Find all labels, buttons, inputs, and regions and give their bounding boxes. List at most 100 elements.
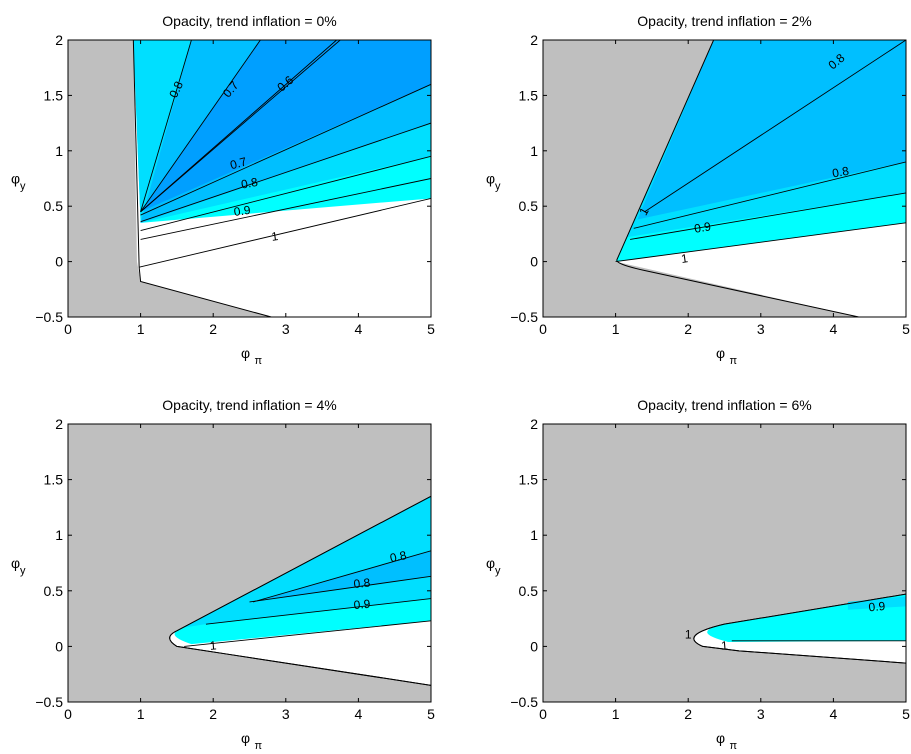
contour-line-0.8 — [253, 550, 431, 603]
y-tick-label: −0.5 — [510, 694, 538, 710]
plot-area: 0.8 0.8 0.9 1 — [68, 424, 431, 702]
chart-title: Opacity, trend inflation = 6% — [637, 397, 811, 413]
y-tick-label: 1 — [530, 143, 538, 159]
panel-1: 0.8 0.7 0.60.70.80.910 1 2 3 4 5−0.500.511.52Op… — [11, 13, 435, 367]
x-axis-label-subscript: π — [730, 740, 738, 752]
plot-area: 0.8 0.7 0.60.70.80.91 — [68, 40, 431, 317]
contour-label: 0.9 — [868, 599, 886, 614]
x-axis-label: φ — [716, 730, 725, 746]
y-axis-label-subscript: y — [495, 565, 501, 577]
region-boundary — [616, 40, 859, 317]
x-tick-label: 2 — [684, 706, 692, 722]
region-level-0.6 — [140, 40, 431, 212]
y-tick-label: 0.5 — [44, 198, 64, 214]
x-tick-label: 3 — [282, 321, 290, 337]
y-tick-label: 1.5 — [44, 87, 64, 103]
x-tick-label: 3 — [757, 321, 765, 337]
axes-box — [67, 39, 432, 318]
y-tick-label: 2 — [530, 416, 538, 432]
x-tick-label: 4 — [830, 706, 838, 722]
x-tick-label: 1 — [612, 321, 620, 337]
chart-title: Opacity, trend inflation = 2% — [637, 13, 811, 29]
region-boundary — [132, 40, 272, 317]
contour-line-0.7 — [140, 40, 261, 212]
y-tick-label: 0 — [55, 254, 63, 270]
y-tick-label: 1 — [55, 527, 63, 543]
indeterminate-region — [543, 424, 906, 702]
x-tick-label: 2 — [209, 706, 217, 722]
contour-line-0.9 — [140, 155, 431, 232]
y-tick-label: 2 — [530, 32, 538, 48]
y-tick-label: 1.5 — [519, 87, 539, 103]
x-tick-label: 0 — [64, 321, 72, 337]
x-tick-label: 3 — [282, 706, 290, 722]
contour-label: 1 — [685, 627, 692, 641]
contour-label: 0.9 — [693, 219, 712, 236]
contour-line-0.8 — [140, 122, 431, 223]
y-tick-label: 1.5 — [519, 472, 539, 488]
x-tick-label: 2 — [209, 321, 217, 337]
x-tick-label: 1 — [137, 321, 145, 337]
x-tick-label: 2 — [684, 321, 692, 337]
contour-line-1 — [184, 620, 431, 647]
contour-label: 0.8 — [389, 548, 409, 565]
y-tick-label: −0.5 — [35, 309, 63, 325]
y-tick-label: −0.5 — [510, 309, 538, 325]
x-tick-label: 4 — [355, 321, 363, 337]
contour-line-1 — [139, 198, 431, 268]
x-tick-label: 5 — [427, 706, 435, 722]
x-tick-label: 5 — [902, 706, 910, 722]
x-tick-label: 4 — [355, 706, 363, 722]
y-tick-label: −0.5 — [35, 694, 63, 710]
region-level-0.8 — [847, 596, 906, 610]
x-tick-label: 4 — [830, 321, 838, 337]
y-axis-label-subscript: y — [495, 181, 501, 193]
x-axis-label-subscript: π — [730, 355, 738, 367]
y-tick-label: 2 — [55, 32, 63, 48]
y-axis-label: φ — [11, 171, 20, 187]
y-tick-label: 0.5 — [519, 198, 539, 214]
x-tick-label: 5 — [902, 321, 910, 337]
indeterminate-region — [543, 40, 859, 317]
contour-line-0.9 — [140, 178, 431, 240]
x-tick-label: 1 — [612, 706, 620, 722]
contour-label: 1 — [720, 638, 728, 653]
y-axis-label-subscript: y — [20, 181, 26, 193]
x-tick-label: 3 — [757, 706, 765, 722]
contour-label: 0.8 — [353, 575, 371, 591]
contour-line-0.6 — [140, 40, 341, 213]
contour-label: 1 — [271, 229, 280, 244]
y-tick-label: 1 — [55, 143, 63, 159]
x-tick-label: 1 — [137, 706, 145, 722]
x-axis-label: φ — [241, 345, 250, 361]
contour-line-0.7 — [140, 83, 431, 216]
y-axis-label: φ — [11, 555, 20, 571]
axes-box — [67, 423, 432, 703]
plot-area: 0.9 1 1 — [543, 424, 906, 702]
x-tick-label: 5 — [427, 321, 435, 337]
contour-line-0.8 — [140, 40, 192, 212]
axes-box — [542, 39, 907, 318]
contour-label: 0.8 — [166, 79, 186, 100]
indeterminate-region — [68, 40, 272, 317]
x-tick-label: 0 — [64, 706, 72, 722]
x-axis-label: φ — [716, 345, 725, 361]
contour-line-1 — [615, 222, 906, 263]
contour-label: 0.9 — [233, 203, 252, 219]
contour-line-0.8 — [249, 575, 431, 603]
contour-label: 1 — [680, 251, 689, 266]
x-tick-label: 0 — [539, 321, 547, 337]
y-tick-label: 0 — [530, 638, 538, 654]
y-tick-label: 0 — [530, 254, 538, 270]
x-axis-label: φ — [241, 730, 250, 746]
y-tick-label: 0.5 — [519, 583, 539, 599]
contour-line-0.9 — [205, 598, 431, 625]
contour-line-0.8 — [633, 161, 906, 229]
y-axis-label-subscript: y — [20, 565, 26, 577]
contour-line-0.9 — [630, 192, 906, 240]
region-boundary — [693, 593, 906, 664]
